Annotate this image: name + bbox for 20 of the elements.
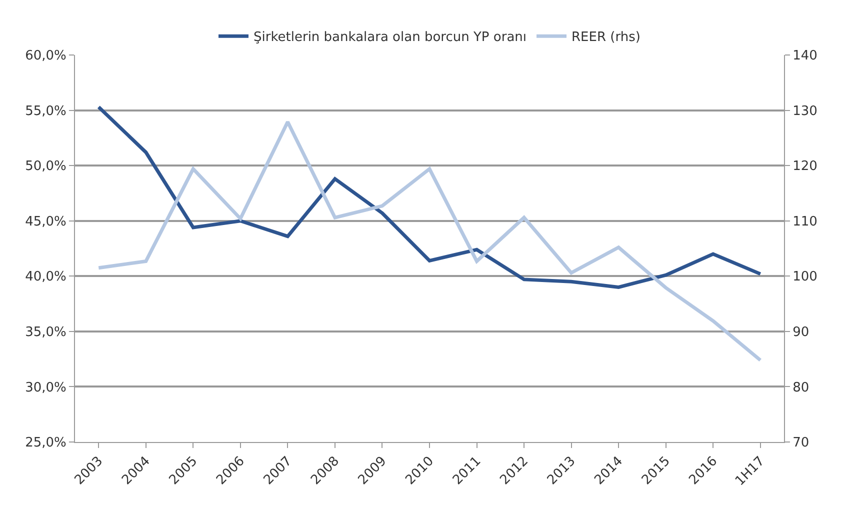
y-tick-label: 30,0% — [25, 380, 66, 396]
y-tick-label: 25,0% — [25, 436, 66, 451]
y2-tick-label: 90 — [792, 324, 810, 340]
y-tick-label: 40,0% — [25, 270, 66, 285]
y-tick-label: 50,0% — [25, 159, 66, 174]
line-series — [96, 120, 762, 362]
y2-tick-label: 120 — [792, 159, 818, 174]
y-tick-label: 55,0% — [25, 104, 66, 119]
y2-tick-label: 100 — [792, 270, 818, 285]
y-tick-label: 60,0% — [25, 48, 66, 64]
y2-tick-label: 140 — [792, 48, 818, 64]
y2-tick-label: 80 — [792, 380, 810, 396]
legend-label: Şirketlerin bankalara olan borcun YP oranı — [254, 30, 527, 46]
y2-tick-label: 130 — [792, 104, 818, 119]
y-tick-label: 35,0% — [25, 324, 66, 340]
legend-label: REER (rhs) — [572, 30, 640, 46]
y2-tick-label: 70 — [792, 436, 810, 451]
y-tick-label: 45,0% — [25, 214, 66, 230]
y2-tick-label: 110 — [792, 214, 818, 230]
line-series — [96, 105, 762, 289]
